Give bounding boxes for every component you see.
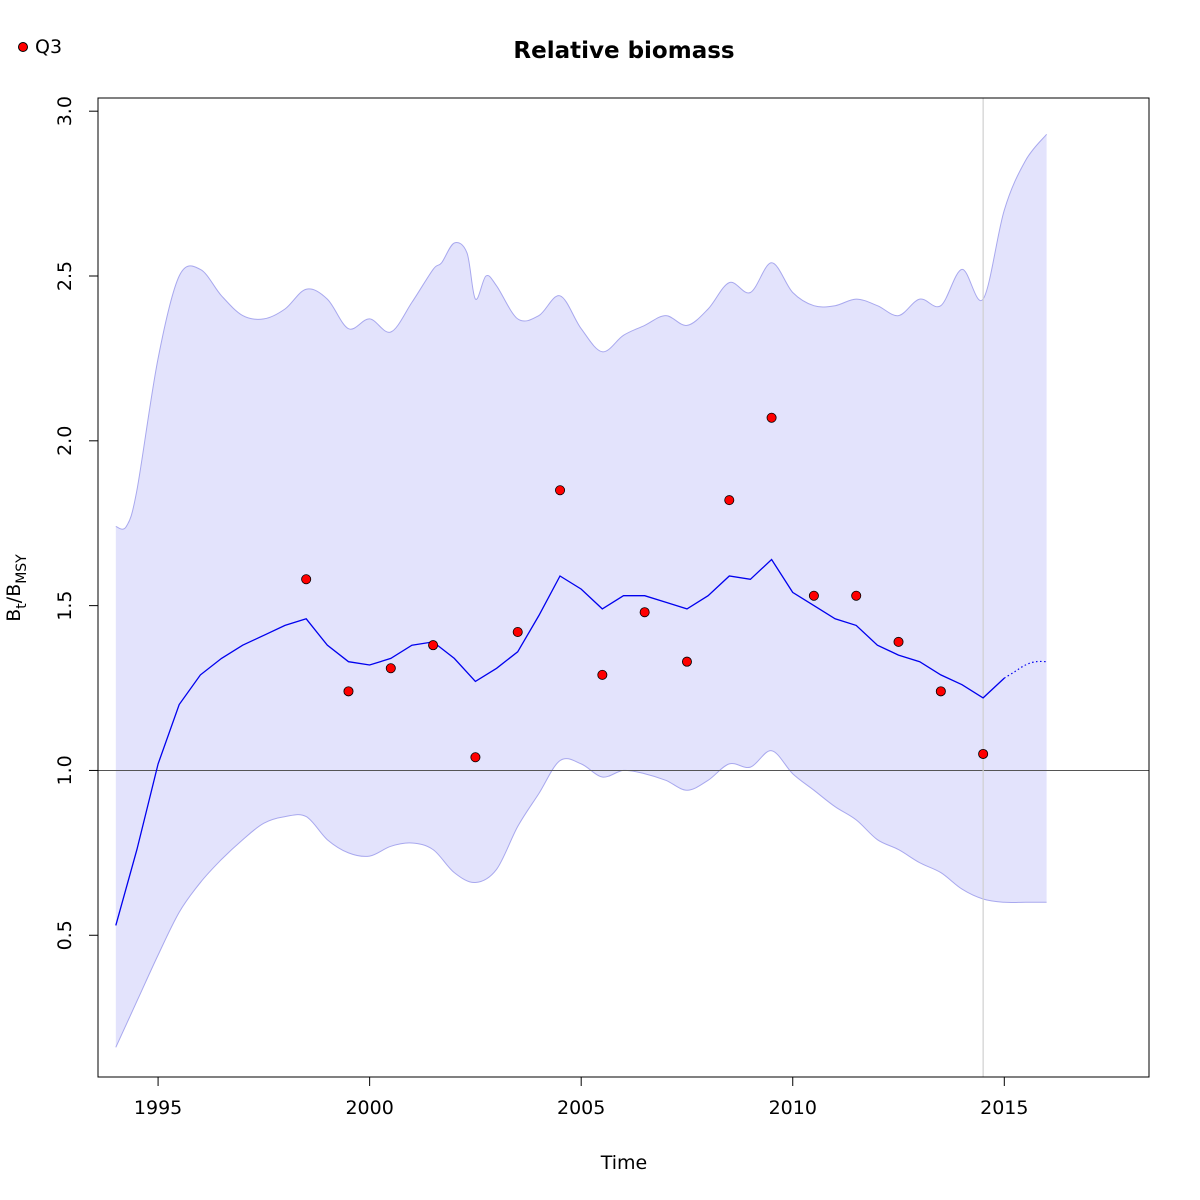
x-tick-label: 2005 (557, 1097, 605, 1119)
ci-upper-line (115, 133, 1047, 530)
data-point-q3 (301, 574, 312, 585)
chart-title: Relative biomass (513, 38, 734, 64)
data-point-q3 (724, 495, 735, 506)
data-point-q3 (343, 686, 354, 697)
y-tick-label: 0.5 (54, 920, 76, 950)
y-axis-label-sub1: t (14, 603, 30, 609)
data-point-q3 (470, 752, 481, 763)
x-tick-label: 1995 (134, 1097, 182, 1119)
estimate-lines (115, 558, 1047, 926)
data-point-q3 (512, 627, 523, 638)
y-axis: 0.5 1.0 1.5 2.0 2.5 3.0 (54, 96, 98, 950)
data-point-q3 (893, 636, 904, 647)
y-axis-label: Bt/BMSY (3, 554, 30, 622)
legend-label-q3: Q3 (35, 36, 63, 58)
data-point-q3 (681, 656, 692, 667)
y-tick-label: 3.0 (54, 96, 76, 126)
legend-marker-q3 (18, 42, 28, 52)
biomass-estimate-line (115, 558, 1005, 926)
data-point-q3 (978, 748, 989, 759)
data-point-q3 (555, 485, 566, 496)
reference-lines (98, 98, 1149, 1077)
ci-lower-line (115, 750, 1047, 1048)
biomass-prediction-line (1003, 660, 1047, 679)
x-tick-label: 2000 (345, 1097, 393, 1119)
legend: Q3 (18, 36, 62, 58)
data-point-q3 (639, 607, 650, 618)
y-tick-label: 2.0 (54, 426, 76, 456)
data-point-q3 (385, 663, 396, 674)
data-point-q3 (808, 590, 819, 601)
y-tick-label: 1.0 (54, 755, 76, 785)
data-point-q3 (851, 590, 862, 601)
x-tick-label: 2010 (769, 1097, 817, 1119)
confidence-band (115, 133, 1047, 1048)
x-axis-label: Time (600, 1152, 648, 1174)
y-axis-label-sep: /B (3, 584, 25, 603)
y-tick-label: 2.5 (54, 261, 76, 291)
observation-points (301, 412, 989, 763)
y-axis-label-main: B (3, 609, 25, 622)
ci-band-area (115, 134, 1047, 1048)
data-point-q3 (428, 640, 439, 651)
data-point-q3 (935, 686, 946, 697)
x-tick-label: 2015 (980, 1097, 1028, 1119)
data-point-q3 (597, 669, 608, 680)
y-tick-label: 1.5 (54, 590, 76, 620)
plot-frame (97, 97, 1150, 1078)
y-axis-label-sub2: MSY (14, 554, 30, 584)
data-point-q3 (766, 412, 777, 423)
x-axis: 1995 2000 2005 2010 2015 (134, 1077, 1028, 1119)
